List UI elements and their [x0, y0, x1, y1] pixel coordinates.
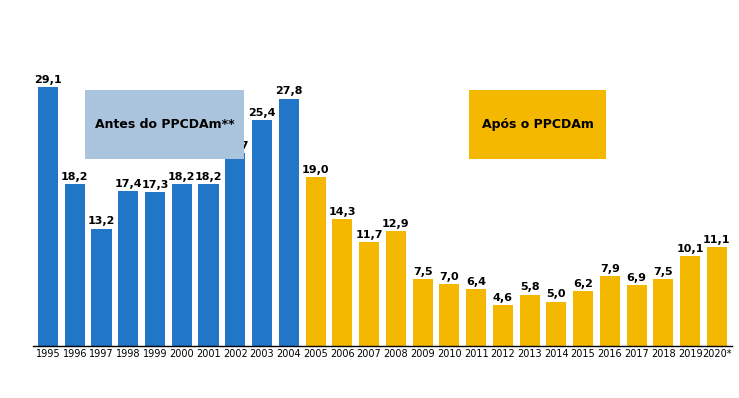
- Text: 29,1: 29,1: [34, 75, 62, 85]
- Bar: [65, 184, 85, 346]
- Text: 4,6: 4,6: [493, 293, 513, 303]
- Bar: [573, 291, 593, 346]
- Text: 11,1: 11,1: [703, 235, 731, 245]
- Bar: [600, 276, 620, 346]
- Text: 13,2: 13,2: [88, 217, 115, 226]
- Bar: [333, 219, 353, 346]
- Bar: [92, 228, 112, 346]
- Bar: [118, 191, 138, 346]
- Text: 14,3: 14,3: [329, 207, 356, 217]
- Text: 18,2: 18,2: [168, 172, 196, 182]
- Text: 19,0: 19,0: [302, 165, 330, 175]
- Text: 7,5: 7,5: [413, 267, 432, 277]
- Text: 7,9: 7,9: [600, 263, 620, 274]
- Text: 5,0: 5,0: [547, 289, 566, 299]
- Text: 18,2: 18,2: [61, 172, 89, 182]
- Text: 6,9: 6,9: [627, 273, 647, 283]
- Bar: [38, 87, 58, 346]
- Text: 17,3: 17,3: [141, 180, 168, 190]
- Bar: [412, 279, 432, 346]
- Text: Antes do PPCDAm**: Antes do PPCDAm**: [95, 118, 234, 131]
- Bar: [520, 295, 539, 346]
- Bar: [279, 99, 299, 346]
- Text: 27,8: 27,8: [275, 86, 302, 96]
- Text: 12,9: 12,9: [382, 219, 409, 229]
- Text: 21,7: 21,7: [222, 140, 249, 151]
- Bar: [653, 279, 673, 346]
- Bar: [359, 242, 379, 346]
- Text: Após o PPCDAm: Após o PPCDAm: [482, 118, 593, 131]
- Bar: [493, 305, 513, 346]
- Bar: [225, 153, 245, 346]
- Bar: [680, 256, 700, 346]
- Bar: [439, 284, 460, 346]
- Bar: [386, 231, 406, 346]
- Text: 18,2: 18,2: [195, 172, 222, 182]
- Bar: [305, 177, 326, 346]
- Bar: [145, 192, 165, 346]
- Bar: [707, 247, 727, 346]
- Text: 7,5: 7,5: [653, 267, 673, 277]
- Bar: [171, 184, 192, 346]
- Text: 6,2: 6,2: [573, 279, 593, 289]
- Bar: [466, 289, 486, 346]
- Bar: [199, 184, 219, 346]
- Text: 6,4: 6,4: [466, 277, 486, 287]
- Bar: [252, 120, 272, 346]
- Text: 25,4: 25,4: [248, 108, 276, 118]
- Text: 7,0: 7,0: [440, 272, 459, 282]
- Text: 10,1: 10,1: [676, 244, 704, 254]
- Text: 5,8: 5,8: [520, 282, 539, 293]
- Bar: [546, 302, 566, 346]
- Text: 17,4: 17,4: [115, 179, 142, 189]
- Text: 11,7: 11,7: [355, 230, 383, 240]
- Bar: [627, 285, 647, 346]
